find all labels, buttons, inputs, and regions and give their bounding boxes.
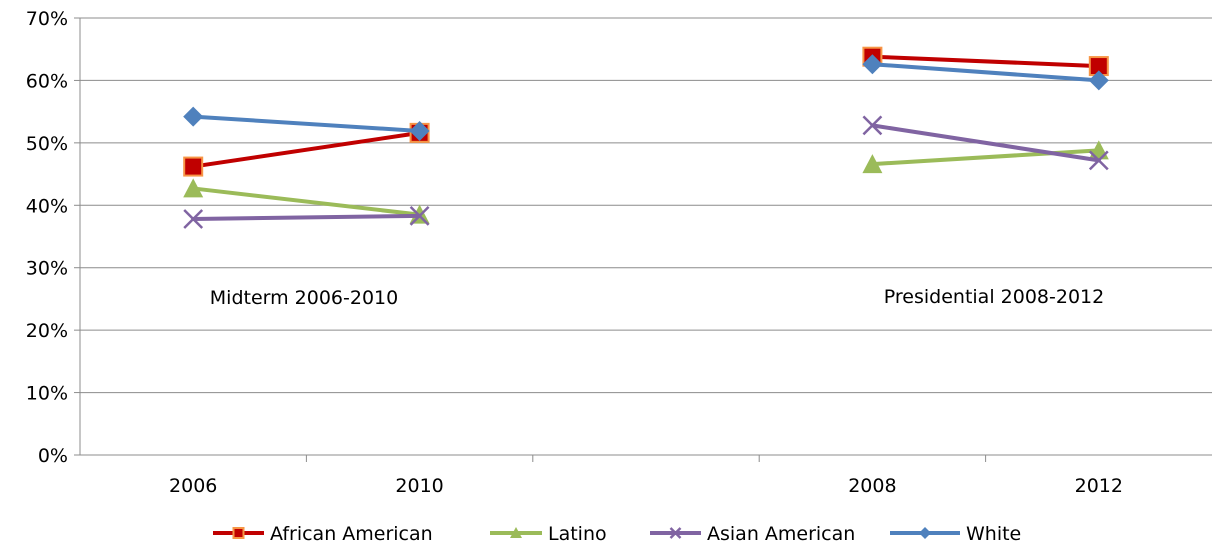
y-tick-label: 0% — [38, 445, 68, 467]
series-line-segment — [191, 130, 422, 169]
annotation-midterm: Midterm 2006-2010 — [210, 287, 398, 309]
series-line-segment — [870, 62, 1101, 83]
data-point-x — [669, 527, 682, 539]
series-line-segment — [191, 213, 422, 222]
x-tick-label: 2010 — [395, 475, 443, 497]
axes — [74, 17, 1212, 462]
data-point-diamond — [409, 120, 430, 141]
data-point-diamond — [1088, 70, 1109, 91]
series-white — [183, 54, 1109, 141]
data-point-x — [409, 206, 430, 226]
annotation-presidential: Presidential 2008-2012 — [884, 286, 1104, 308]
data-point-x — [183, 209, 204, 229]
legend-label: Asian American — [707, 523, 855, 545]
series-latino — [183, 140, 1109, 224]
x-tick-label: 2006 — [169, 475, 217, 497]
legend-label: White — [966, 523, 1021, 545]
x-tick-label: 2008 — [848, 475, 896, 497]
y-tick-label: 50% — [26, 133, 68, 155]
legend-label: African American — [270, 523, 433, 545]
data-point-x — [1088, 150, 1109, 171]
legend-item: White — [890, 523, 1021, 545]
data-point-square — [232, 527, 245, 539]
series-asian-american — [183, 115, 1109, 229]
y-tick-label: 70% — [26, 8, 68, 30]
data-point-diamond — [183, 106, 204, 127]
legend: African American Latino Asian American Whit… — [213, 523, 1021, 545]
y-axis-tick-labels: 0% 10% 20% 30% 40% 50% 60% 70% — [26, 8, 68, 467]
data-point-triangle — [510, 527, 522, 538]
series-line-segment — [870, 54, 1101, 69]
y-tick-label: 10% — [26, 383, 68, 405]
legend-item: African American — [213, 523, 433, 545]
data-point-x — [862, 115, 883, 136]
legend-label: Latino — [548, 523, 607, 545]
legend-item: Asian American — [650, 523, 855, 545]
series-line-segment — [870, 148, 1101, 167]
series — [183, 46, 1109, 229]
x-tick-label: 2012 — [1075, 475, 1123, 497]
series-line-segment — [191, 186, 422, 217]
gridlines — [80, 17, 1212, 394]
x-axis-tick-labels: 2006 2010 2008 2012 — [169, 475, 1123, 497]
series-line-segment — [870, 123, 1101, 163]
data-point-triangle — [862, 154, 883, 174]
y-tick-label: 60% — [26, 70, 68, 92]
data-point-square — [183, 156, 204, 177]
annotations: Midterm 2006-2010 Presidential 2008-2012 — [210, 286, 1104, 309]
y-tick-label: 40% — [26, 195, 68, 217]
legend-item: Latino — [490, 523, 607, 545]
data-point-triangle — [183, 178, 204, 198]
y-tick-label: 30% — [26, 258, 68, 280]
series-line-segment — [191, 114, 422, 133]
data-point-diamond — [919, 527, 931, 539]
data-point-diamond — [862, 54, 883, 75]
y-tick-label: 20% — [26, 320, 68, 342]
